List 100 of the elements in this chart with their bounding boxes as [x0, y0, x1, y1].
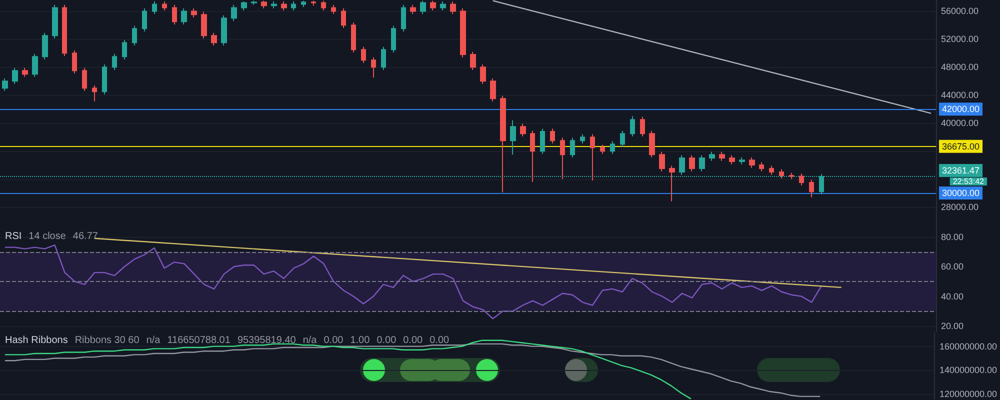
candlestick	[42, 32, 48, 60]
ref-line-label: 32361.47	[942, 166, 980, 176]
annotation: 95395819.40	[236, 335, 297, 346]
candlestick	[590, 134, 595, 181]
candlestick	[221, 14, 227, 46]
line-series	[4, 244, 822, 320]
candlestick	[251, 0, 257, 6]
candlestick	[600, 144, 605, 154]
candlestick	[261, 0, 267, 9]
candlestick	[749, 156, 755, 168]
candlestick	[470, 51, 476, 70]
candlestick	[401, 4, 406, 32]
y-tick-label: 140000000.00	[939, 365, 998, 376]
candlestick	[142, 8, 147, 32]
ref-line-label: 42000.00	[942, 104, 980, 114]
candlestick	[530, 130, 535, 182]
candlestick	[709, 151, 715, 162]
candlestick	[371, 56, 376, 78]
candlestick	[460, 8, 466, 58]
y-tick-label: 160000000.00	[939, 341, 998, 352]
candlestick	[241, 0, 247, 11]
candlestick	[649, 130, 655, 158]
candlestick	[560, 137, 565, 180]
candlestick	[341, 8, 346, 28]
candlestick	[12, 67, 18, 84]
candlestick	[719, 151, 725, 162]
candlestick	[281, 0, 287, 11]
candlestick	[311, 0, 316, 6]
candlestick	[122, 39, 127, 60]
candlestick	[271, 0, 277, 9]
annotation: 1.00	[349, 335, 371, 346]
candlestick	[331, 4, 336, 14]
candlestick	[689, 154, 695, 172]
candlestick	[480, 64, 486, 84]
candlestick	[679, 154, 685, 176]
y-tick-label: 40000.00	[941, 118, 979, 128]
candlestick	[291, 0, 296, 11]
candlestick	[759, 162, 764, 172]
annotation: 0.00	[322, 335, 344, 346]
candlestick	[62, 4, 67, 56]
candlestick	[729, 154, 735, 165]
candlestick	[799, 172, 804, 186]
candlestick	[789, 172, 794, 180]
candlestick	[540, 128, 545, 154]
y-tick-label: 20.00	[941, 321, 964, 332]
candlestick	[391, 25, 396, 53]
candlestick	[152, 0, 157, 14]
candlestick	[420, 0, 426, 14]
candlestick	[172, 4, 177, 25]
candlestick	[191, 8, 197, 18]
candlestick	[181, 8, 187, 25]
candlestick	[640, 116, 645, 137]
candlestick	[630, 116, 635, 137]
annotation: n/a	[302, 335, 318, 346]
candlestick	[699, 154, 705, 172]
candlestick	[82, 67, 87, 92]
y-tick-label: 120000000.00	[939, 389, 998, 400]
candlestick	[510, 120, 516, 156]
candlestick	[440, 0, 446, 11]
candlestick	[620, 130, 625, 148]
y-tick-label: 28000.00	[941, 202, 979, 212]
annotation: 0.00	[428, 335, 450, 346]
candlestick	[211, 32, 217, 46]
candlestick	[201, 11, 207, 39]
candlestick	[32, 53, 38, 78]
candlestick	[112, 53, 117, 70]
candlestick	[321, 0, 326, 11]
candlestick	[92, 84, 97, 102]
annotation: 0.00	[376, 335, 398, 346]
line-series	[4, 343, 821, 398]
candlestick	[779, 168, 784, 179]
annotation: 116650788.01	[166, 335, 232, 346]
y-tick-label: 48000.00	[941, 62, 979, 72]
text: 22:53:42	[952, 177, 985, 186]
candlestick	[410, 4, 416, 14]
candlestick	[570, 137, 575, 158]
candlestick	[22, 67, 28, 78]
y-tick-label: 56000.00	[941, 6, 979, 16]
candlestick	[500, 95, 506, 193]
y-tick-label: 60.00	[941, 262, 964, 272]
candlestick	[769, 165, 774, 176]
candlestick	[610, 140, 615, 154]
chart-subtitle: 14 close	[28, 231, 67, 242]
chart-title: Hash Ribbons	[4, 335, 69, 346]
candlestick	[450, 0, 456, 14]
y-tick-label: 40.00	[941, 291, 964, 302]
annotation: 46.77	[72, 231, 99, 242]
candlestick	[72, 50, 77, 74]
candlestick	[381, 46, 386, 70]
chart-title: RSI	[4, 231, 23, 242]
candlestick	[361, 46, 366, 64]
candlestick	[301, 0, 306, 8]
candlestick	[520, 123, 526, 137]
candlestick	[351, 22, 356, 53]
y-tick-label: 80.00	[941, 232, 964, 242]
candlestick	[490, 78, 496, 102]
y-tick-label: 52000.00	[941, 34, 979, 44]
candlestick	[430, 0, 436, 11]
candlestick	[2, 78, 8, 92]
candlestick	[580, 134, 585, 144]
